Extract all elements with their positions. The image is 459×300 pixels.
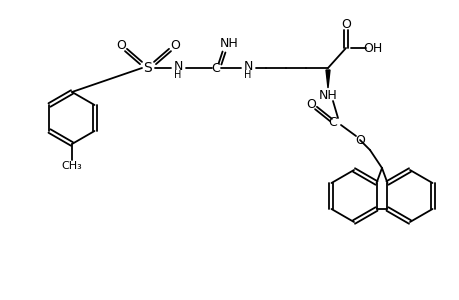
Text: O: O (116, 38, 126, 52)
Text: H: H (174, 70, 181, 80)
Text: O: O (170, 38, 179, 52)
Polygon shape (325, 70, 329, 88)
Text: H: H (244, 70, 251, 80)
Text: O: O (305, 98, 315, 110)
Text: C: C (211, 61, 220, 74)
Text: C: C (328, 116, 336, 130)
Text: NH: NH (318, 88, 336, 101)
Text: OH: OH (363, 41, 382, 55)
Text: CH₃: CH₃ (62, 161, 82, 171)
Text: S: S (143, 61, 152, 75)
Text: NH: NH (219, 37, 238, 50)
Text: N: N (173, 59, 182, 73)
Text: O: O (354, 134, 364, 146)
Text: N: N (243, 59, 252, 73)
Text: O: O (340, 17, 350, 31)
